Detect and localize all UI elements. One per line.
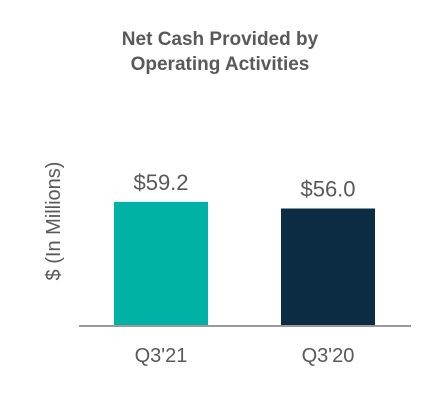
- bar-1: [281, 208, 375, 325]
- bar-0: [114, 201, 208, 325]
- x-tick-label-1: Q3'20: [302, 345, 355, 367]
- chart-title-line-1: Net Cash Provided by: [121, 29, 319, 50]
- data-label-0: $59.2: [133, 170, 188, 195]
- y-axis-label: $ (In Millions): [43, 162, 65, 281]
- chart-title-line-2: Operating Activities: [130, 54, 310, 75]
- labels-group: $59.2 Q3'21 $56.0 Q3'20: [133, 170, 355, 367]
- data-label-1: $56.0: [300, 177, 355, 202]
- x-tick-label-0: Q3'21: [135, 345, 188, 367]
- chart-title: Net Cash Provided by Operating Activitie…: [0, 27, 440, 77]
- bars-group: [114, 201, 375, 325]
